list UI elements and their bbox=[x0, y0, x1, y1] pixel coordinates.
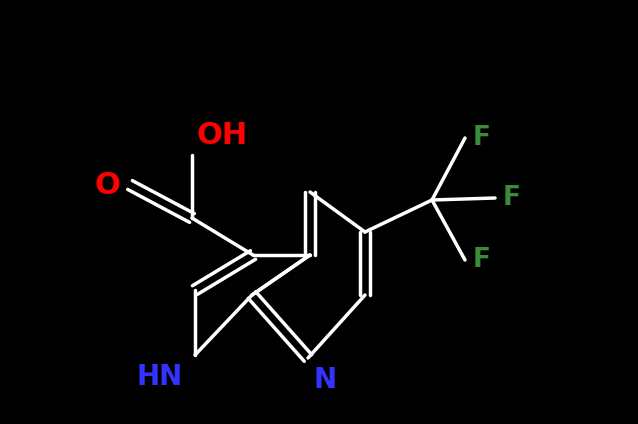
Text: OH: OH bbox=[197, 121, 248, 150]
Text: F: F bbox=[503, 185, 521, 211]
Text: F: F bbox=[473, 125, 491, 151]
Text: O: O bbox=[94, 170, 120, 200]
Text: N: N bbox=[313, 366, 336, 394]
Text: F: F bbox=[473, 247, 491, 273]
Text: HN: HN bbox=[137, 363, 183, 391]
